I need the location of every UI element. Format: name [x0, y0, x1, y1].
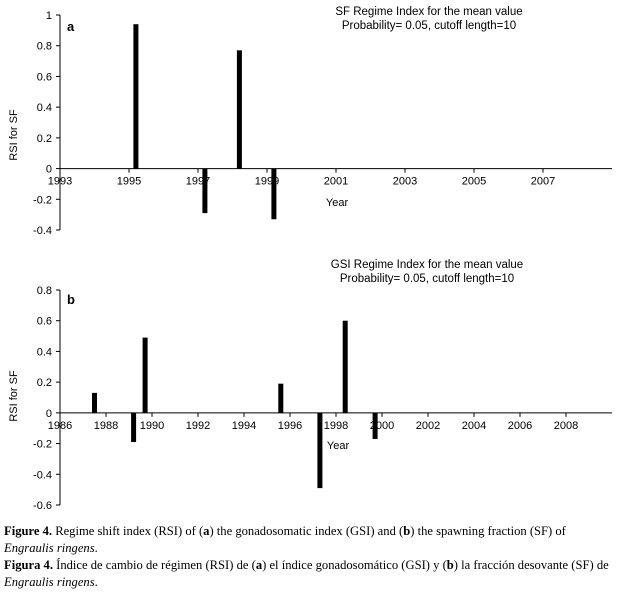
- caption-es-text-2: ) el índice gonadosomático (GSI) y (: [262, 558, 447, 572]
- panel-b-y-tick-label: 0.6: [37, 316, 52, 328]
- panel-b-x-tick-label: 1996: [278, 420, 302, 432]
- panel-b-y-tick-label: 0: [46, 408, 52, 420]
- caption-en-text-2: ) the gonadosomatic index (GSI) and (: [209, 524, 404, 538]
- panel-b-x-tick-label: 1988: [94, 420, 118, 432]
- panel-a-subtitle: Probability= 0.05, cutoff length=10: [342, 20, 516, 32]
- panel-a-bar: [202, 168, 208, 214]
- panel-b-bar: [142, 337, 148, 413]
- panel-b-title: GSI Regime Index for the mean value: [331, 259, 523, 271]
- panel-b-bar: [317, 412, 323, 489]
- panel-a-y-tick-label: 1: [46, 10, 52, 22]
- panel-b-y-tick-label: -0.4: [33, 469, 52, 481]
- panel-b-bar: [372, 412, 378, 439]
- figure-caption: Figure 4. Regime shift index (RSI) of (a…: [4, 523, 616, 591]
- panel-a-bar: [271, 168, 277, 220]
- caption-es-text-3: ) la fracción desovante (SF) de: [453, 558, 609, 572]
- panel-b-x-tick-label: 2008: [554, 420, 578, 432]
- caption-es-a: a: [255, 558, 263, 572]
- caption-es-b: b: [446, 558, 454, 572]
- panel-b-bar: [131, 412, 137, 443]
- panel-b-subtitle: Probability= 0.05, cutoff length=10: [340, 273, 514, 285]
- panel-a-y-tick-label: 0.8: [37, 41, 52, 53]
- caption-en-text-1: Regime shift index (RSI) of (: [52, 524, 204, 538]
- caption-es-end: .: [94, 575, 98, 589]
- panel-a-bar: [236, 50, 242, 169]
- panel-b-x-tick-label: 2006: [508, 420, 532, 432]
- panel-a-y-tick-label: 0.4: [37, 102, 52, 114]
- panel-a-y-tick-label: -0.2: [33, 194, 52, 206]
- panel-b-x-tick-label: 1986: [48, 420, 72, 432]
- panel-a-y-tick-label: 0.6: [37, 71, 52, 83]
- caption-spanish: Figura 4. Índice de cambio de régimen (R…: [4, 557, 616, 591]
- chart-figure: SF Regime Index for the mean value Proba…: [8, 6, 612, 512]
- caption-en-label: Figure 4.: [4, 524, 53, 538]
- panel-b-x-tick-label: 1998: [324, 420, 348, 432]
- caption-en-text-3: ) the spawning fraction (SF) of: [410, 524, 566, 538]
- panel-b-x-tick-label: 1994: [232, 420, 256, 432]
- panel-a-y-tick-label: 0: [46, 164, 52, 176]
- panel-b-label: b: [67, 292, 75, 307]
- panel-a-x-tick-label: 1995: [117, 176, 141, 188]
- panel-a-x-tick-label: 2007: [531, 176, 555, 188]
- panel-b-bar: [342, 320, 348, 413]
- caption-en-a: a: [203, 524, 210, 538]
- panel-b-y-tick-label: 0.8: [37, 285, 52, 297]
- panel-a: SF Regime Index for the mean value Proba…: [8, 6, 612, 237]
- panel-a-x-tick-label: 2001: [324, 176, 348, 188]
- panel-b-y-tick-label: -0.2: [33, 439, 52, 451]
- panel-b-y-tick-label: -0.6: [33, 500, 52, 512]
- panel-b-bar: [278, 383, 284, 413]
- panel-b-bar: [92, 392, 97, 413]
- panel-b-y-tick-label: 0.2: [37, 377, 52, 389]
- panel-a-xlabel: Year: [326, 197, 349, 209]
- caption-en-b: b: [403, 524, 411, 538]
- panel-a-y-tick-label: 0.2: [37, 133, 52, 145]
- caption-es-text-1: Índice de cambio de régimen (RSI) de (: [52, 558, 256, 572]
- panel-a-y-tick-label: -0.4: [33, 225, 52, 237]
- panel-a-bar: [133, 24, 139, 169]
- caption-english: Figure 4. Regime shift index (RSI) of (a…: [4, 523, 616, 557]
- caption-en-end: .: [94, 541, 98, 555]
- caption-en-species: Engraulis ringens: [4, 541, 95, 555]
- panel-b-x-tick-label: 2004: [462, 420, 486, 432]
- panel-a-x-tick-label: 2005: [462, 176, 486, 188]
- caption-es-label: Figura 4.: [4, 558, 53, 572]
- panel-a-title: SF Regime Index for the mean value: [335, 6, 522, 18]
- panel-a-ylabel: RSI for SF: [8, 109, 20, 161]
- panel-b-y-tick-label: 0.4: [37, 346, 52, 358]
- panel-a-label: a: [67, 19, 75, 34]
- panel-b-ylabel: RSI for SF: [8, 370, 20, 422]
- panel-b-x-tick-label: 2002: [416, 420, 440, 432]
- panel-b-xlabel: Year: [327, 440, 350, 452]
- panel-b: GSI Regime Index for the mean value Prob…: [8, 259, 612, 512]
- panel-a-x-tick-label: 2003: [393, 176, 417, 188]
- panel-a-x-tick-label: 1993: [48, 176, 72, 188]
- caption-es-species: Engraulis ringens: [4, 575, 95, 589]
- panel-b-x-tick-label: 1992: [186, 420, 210, 432]
- panel-b-x-tick-label: 1990: [140, 420, 164, 432]
